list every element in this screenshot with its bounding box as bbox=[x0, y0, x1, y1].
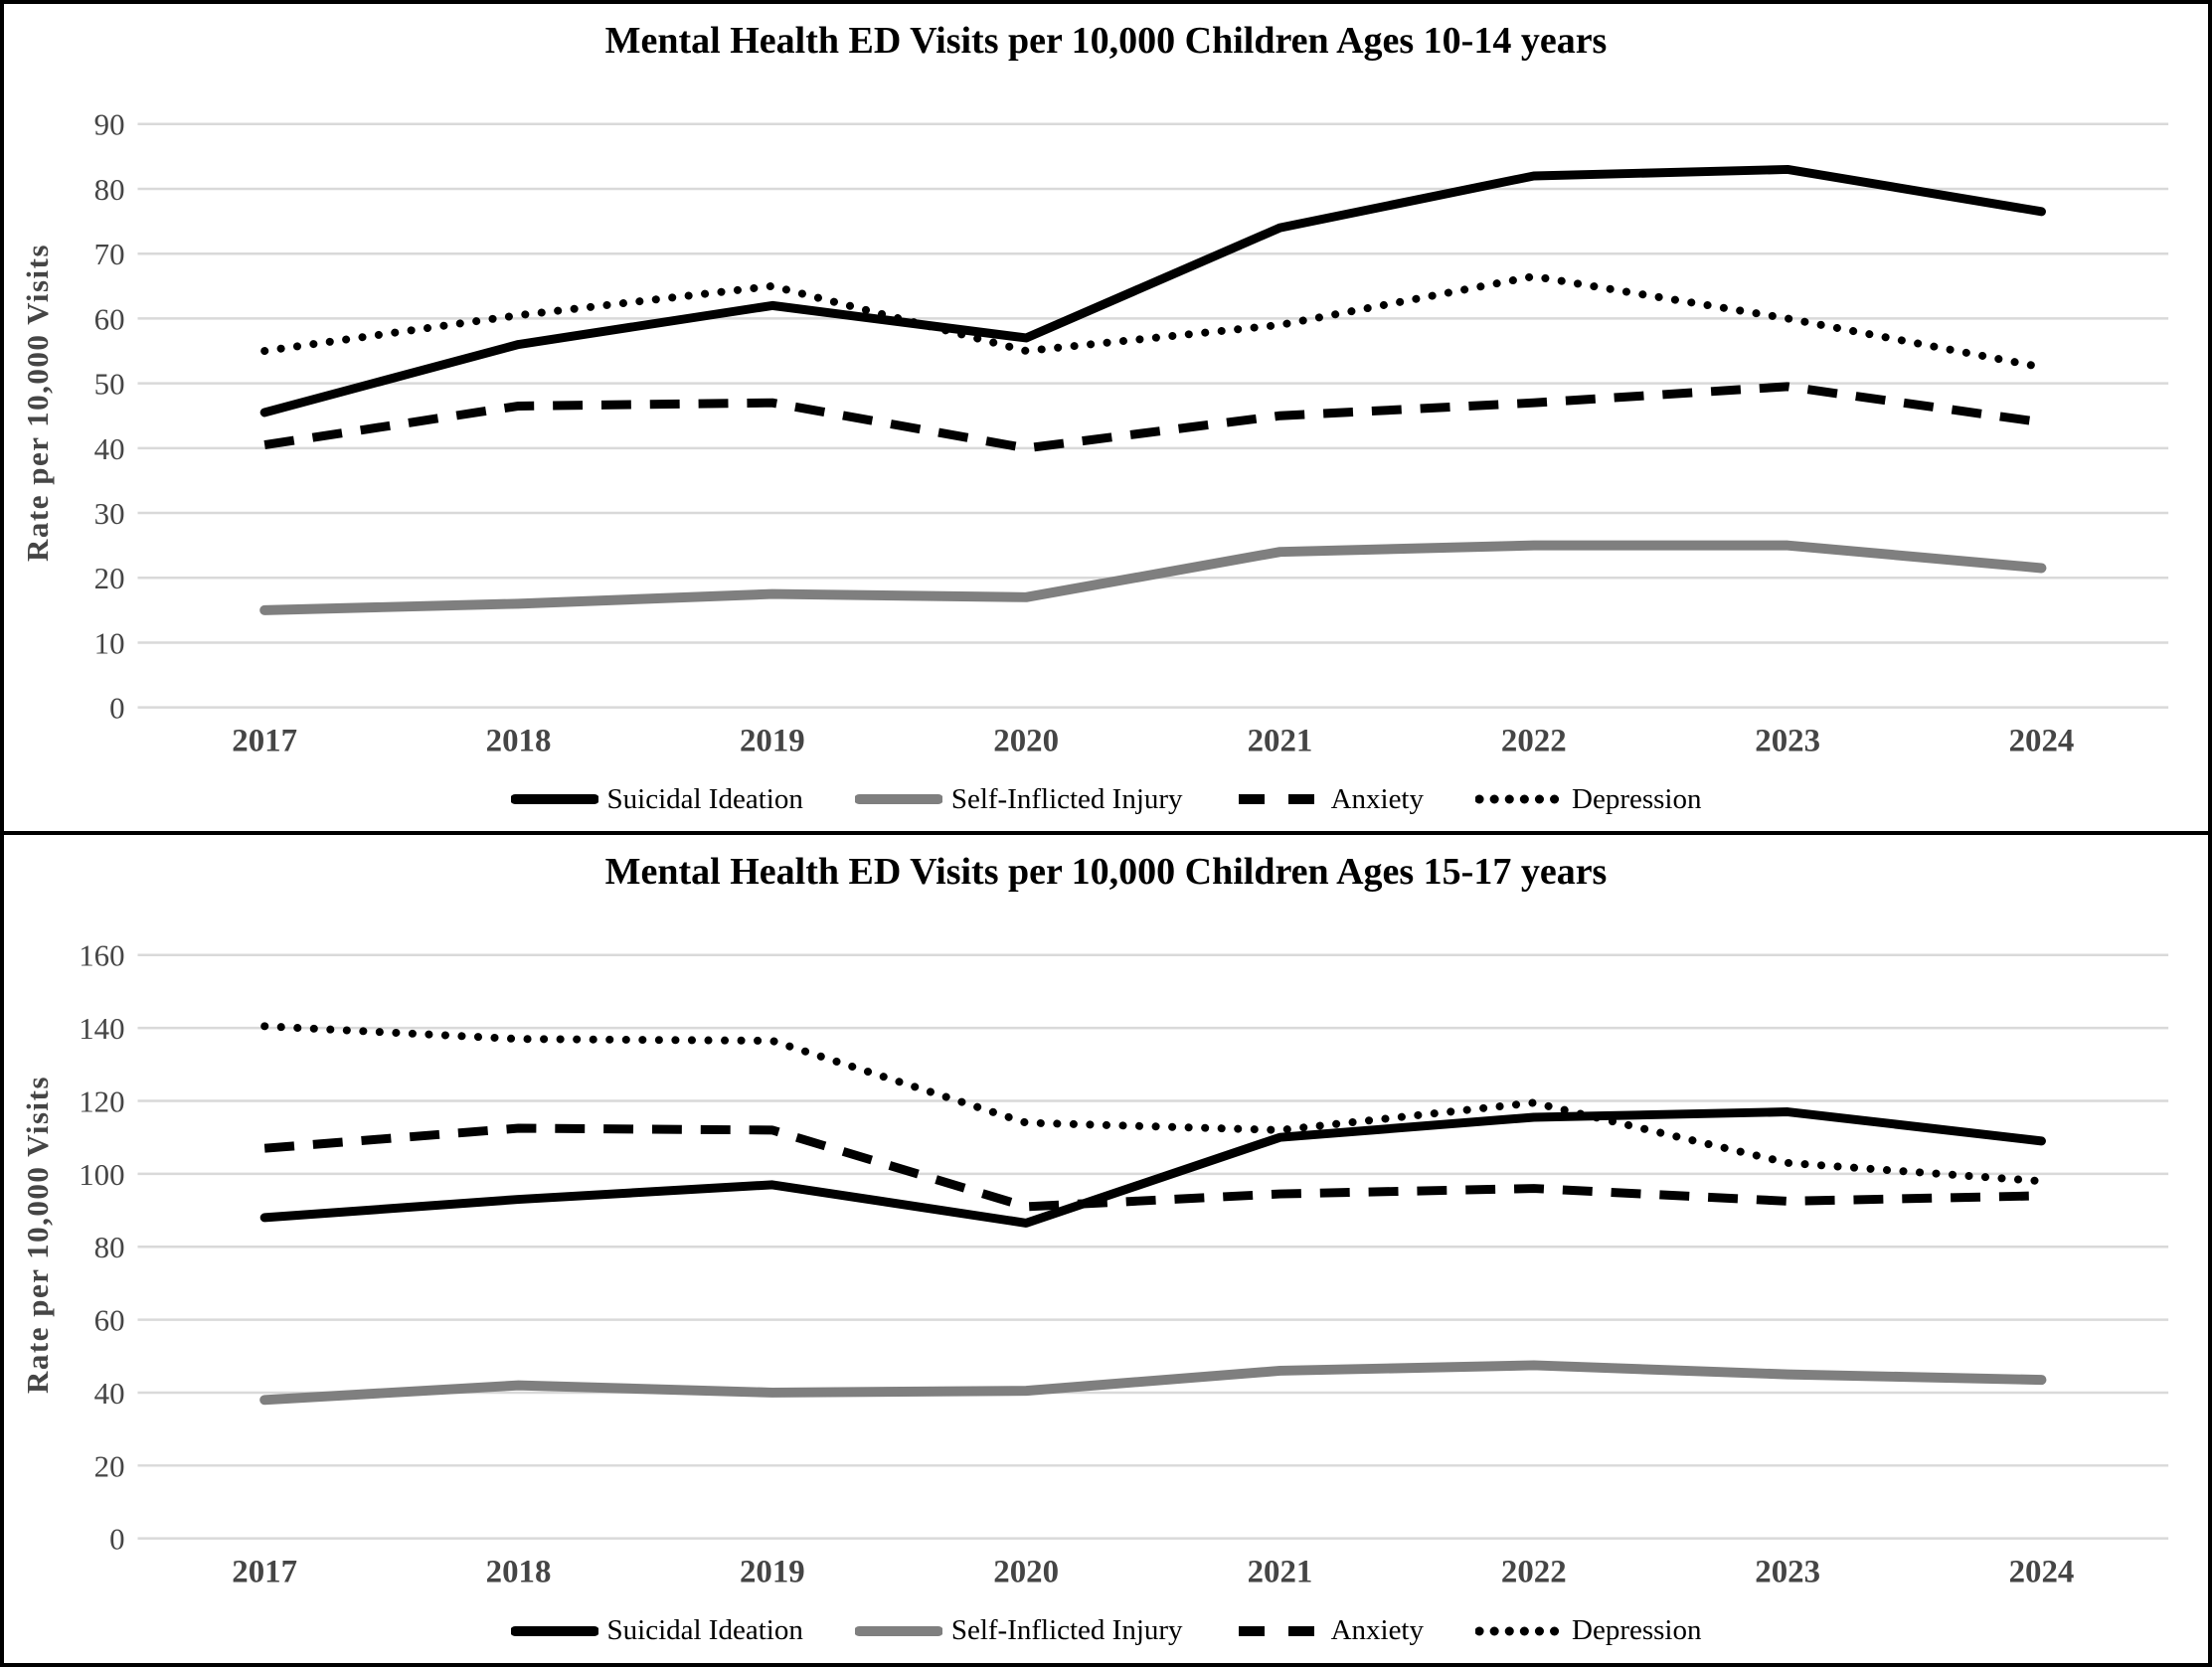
y-tick-label: 80 bbox=[94, 1231, 125, 1265]
x-tick-label: 2023 bbox=[1755, 724, 1820, 759]
legend-ages-15-17: Suicidal Ideation Self-Inflicted Injury An… bbox=[4, 1599, 2208, 1663]
x-tick-label: 2021 bbox=[1248, 724, 1313, 759]
legend-swatch-suicidal-ideation-icon bbox=[510, 794, 598, 805]
legend-swatch-anxiety-icon bbox=[1238, 1625, 1318, 1636]
legend-label-suicidal-ideation: Suicidal Ideation bbox=[606, 782, 803, 815]
x-tick-label: 2019 bbox=[740, 1555, 805, 1590]
x-tick-label: 2018 bbox=[486, 724, 552, 759]
x-tick-label: 2021 bbox=[1248, 1555, 1313, 1590]
y-tick-label: 20 bbox=[94, 1449, 125, 1484]
legend-item-anxiety: Anxiety bbox=[1235, 783, 1424, 816]
legend-swatch-anxiety-icon bbox=[1238, 794, 1318, 805]
chart-title-ages-10-14: Mental Health ED Visits per 10,000 Child… bbox=[604, 20, 1608, 62]
y-tick-label: 20 bbox=[94, 561, 125, 595]
series-line-self-inflicted-injury bbox=[259, 540, 2047, 615]
y-tick-label: 90 bbox=[94, 107, 125, 142]
legend-item-depression: Depression bbox=[1475, 783, 1701, 816]
legend-ages-10-14: Suicidal Ideation Self-Inflicted Injury An… bbox=[4, 767, 2208, 831]
x-tick-label: 2019 bbox=[740, 724, 805, 759]
legend-label-self-inflicted-injury: Self-Inflicted Injury bbox=[950, 1614, 1183, 1647]
y-tick-label: 50 bbox=[94, 367, 125, 402]
x-tick-label: 2020 bbox=[993, 724, 1059, 759]
gridlines bbox=[137, 954, 2169, 1541]
legend-swatch-self-inflicted-injury-icon bbox=[854, 794, 942, 805]
legend-swatch-self-inflicted-injury-icon bbox=[854, 1625, 942, 1636]
x-axis-tick-labels: 2017 2018 2019 2020 2021 2022 2023 2024 bbox=[232, 724, 2074, 759]
y-tick-label: 30 bbox=[94, 496, 125, 531]
legend-item-self-inflicted-injury: Self-Inflicted Injury bbox=[854, 782, 1183, 816]
chart-title-ages-15-17: Mental Health ED Visits per 10,000 Child… bbox=[604, 851, 1608, 894]
x-axis-tick-labels: 2017 2018 2019 2020 2021 2022 2023 2024 bbox=[232, 1555, 2074, 1590]
legend-label-suicidal-ideation: Suicidal Ideation bbox=[606, 1614, 803, 1647]
x-tick-label: 2024 bbox=[2009, 724, 2075, 759]
x-tick-label: 2020 bbox=[993, 1555, 1059, 1590]
x-tick-label: 2023 bbox=[1755, 1555, 1820, 1590]
y-axis-tick-labels: 0 20 40 60 80 100 120 140 160 bbox=[79, 938, 124, 1557]
legend-label-anxiety: Anxiety bbox=[1330, 1614, 1424, 1647]
y-tick-label: 140 bbox=[79, 1012, 124, 1047]
legend-swatch-depression-icon bbox=[1475, 1626, 1563, 1636]
legend-label-self-inflicted-injury: Self-Inflicted Injury bbox=[950, 782, 1183, 815]
panel-ages-15-17: Mental Health ED Visits per 10,000 Child… bbox=[0, 831, 2212, 1667]
y-tick-label: 100 bbox=[79, 1157, 124, 1192]
y-tick-label: 0 bbox=[109, 691, 124, 726]
x-tick-label: 2018 bbox=[486, 1555, 552, 1590]
legend-label-depression: Depression bbox=[1572, 782, 1702, 815]
line-chart-ages-15-17: 0 20 40 60 80 100 120 140 160 2017 2018 2019 2020 202… bbox=[79, 938, 2169, 1590]
legend-label-anxiety: Anxiety bbox=[1330, 782, 1424, 815]
series-line-depression bbox=[260, 272, 2046, 372]
y-axis-tick-labels: 0 10 20 30 40 50 60 70 80 90 bbox=[94, 107, 125, 726]
series-line-anxiety bbox=[263, 382, 2043, 453]
panel-ages-10-14: Mental Health ED Visits per 10,000 Child… bbox=[0, 0, 2212, 836]
x-tick-label: 2022 bbox=[1501, 1555, 1567, 1590]
y-tick-label: 40 bbox=[94, 431, 125, 466]
x-tick-label: 2022 bbox=[1501, 724, 1567, 759]
legend-item-self-inflicted-injury: Self-Inflicted Injury bbox=[854, 1614, 1183, 1647]
legend-item-suicidal-ideation: Suicidal Ideation bbox=[510, 782, 803, 816]
y-tick-label: 80 bbox=[94, 172, 125, 207]
x-tick-label: 2017 bbox=[232, 1555, 297, 1590]
y-tick-label: 40 bbox=[94, 1376, 125, 1411]
y-tick-label: 60 bbox=[94, 301, 125, 336]
series-line-self-inflicted-injury bbox=[259, 1360, 2047, 1406]
x-tick-label: 2017 bbox=[232, 724, 297, 759]
y-tick-label: 70 bbox=[94, 237, 125, 271]
legend-label-depression: Depression bbox=[1572, 1614, 1702, 1647]
legend-swatch-suicidal-ideation-icon bbox=[510, 1625, 598, 1636]
series-line-depression bbox=[260, 1022, 2046, 1186]
y-tick-label: 120 bbox=[79, 1084, 124, 1119]
series-line-suicidal-ideation bbox=[259, 1107, 2046, 1229]
gridlines bbox=[137, 122, 2169, 709]
legend-swatch-depression-icon bbox=[1475, 794, 1563, 804]
y-tick-label: 60 bbox=[94, 1303, 125, 1338]
y-tick-label: 0 bbox=[109, 1522, 124, 1557]
legend-item-anxiety: Anxiety bbox=[1235, 1614, 1424, 1647]
legend-item-suicidal-ideation: Suicidal Ideation bbox=[510, 1614, 803, 1647]
x-tick-label: 2024 bbox=[2009, 1555, 2075, 1590]
y-tick-label: 160 bbox=[79, 938, 124, 973]
series-line-suicidal-ideation bbox=[259, 164, 2046, 417]
series-line-anxiety bbox=[263, 1123, 2042, 1212]
legend-item-depression: Depression bbox=[1475, 1614, 1701, 1647]
y-tick-label: 10 bbox=[94, 625, 125, 660]
